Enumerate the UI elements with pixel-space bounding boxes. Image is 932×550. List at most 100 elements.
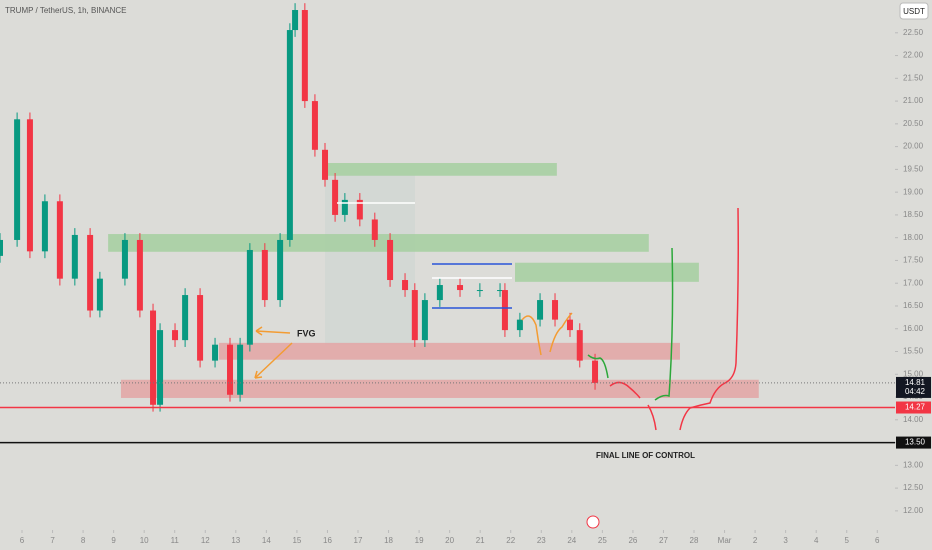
x-tick-label: 3 — [783, 536, 788, 545]
candle-body — [41, 201, 48, 252]
x-tick-label: 23 — [537, 536, 546, 545]
candle-body — [356, 199, 363, 220]
y-tick-label: 21.00 — [903, 96, 924, 105]
level-tag — [896, 436, 931, 449]
candles — [0, 3, 599, 412]
currency-box — [899, 2, 929, 20]
candle-body — [14, 119, 21, 240]
candle-body — [301, 10, 308, 102]
x-tick-label: 15 — [292, 536, 301, 545]
y-tick-label: 18.50 — [903, 210, 924, 219]
candle-body — [387, 239, 394, 281]
candle-body — [516, 319, 523, 331]
zone — [325, 163, 557, 176]
x-tick-label: 24 — [567, 536, 576, 545]
x-tick-label: 4 — [814, 536, 819, 545]
candle-body — [292, 10, 299, 31]
profile-area — [325, 175, 415, 345]
x-tick-label: 12 — [201, 536, 210, 545]
x-tick-label: 13 — [231, 536, 240, 545]
candle-body — [96, 278, 103, 311]
x-tick-label: 7 — [50, 536, 55, 545]
last-price-label: 14.81 — [905, 378, 926, 387]
x-tick-label: 28 — [690, 536, 699, 545]
x-tick-label: 5 — [845, 536, 850, 545]
candle-body — [286, 30, 293, 240]
x-tick-label: 8 — [81, 536, 86, 545]
arrow — [255, 330, 291, 334]
y-tick-label: 21.50 — [903, 73, 924, 82]
x-tick-label: 25 — [598, 536, 607, 545]
event-icon — [586, 515, 600, 529]
candle-body — [87, 234, 94, 311]
y-tick-label: 12.00 — [903, 506, 924, 515]
candle-body — [237, 344, 244, 395]
green-sketch — [587, 354, 609, 379]
y-tick-label: 22.50 — [903, 28, 924, 37]
last-price-tag — [896, 376, 931, 398]
candle-body — [56, 201, 63, 279]
y-tick-label: 20.50 — [903, 119, 924, 128]
candle-body — [411, 290, 418, 341]
candle-body — [277, 239, 284, 301]
y-tick-label: 13.00 — [903, 460, 924, 469]
zone — [120, 379, 759, 398]
x-tick-label: 26 — [628, 536, 637, 545]
candle-body — [197, 295, 204, 361]
candle-body — [212, 344, 219, 361]
x-tick-label: 2 — [753, 536, 758, 545]
level-tag — [896, 401, 931, 414]
countdown: 04:42 — [905, 387, 926, 396]
arrow-head — [254, 370, 263, 379]
y-tick-label: 17.00 — [903, 278, 924, 287]
x-tick-label: 11 — [171, 536, 180, 545]
zone — [219, 342, 680, 360]
x-tick-label: 6 — [875, 536, 880, 545]
candle-body — [537, 300, 544, 320]
x-tick-label: 20 — [445, 536, 454, 545]
candle-body — [246, 249, 253, 345]
candle-body — [402, 280, 409, 291]
candle-body — [261, 249, 268, 301]
x-tick-label: 6 — [20, 536, 25, 545]
green-projection — [654, 247, 674, 401]
zones — [108, 163, 759, 398]
zone — [515, 262, 699, 282]
y-tick-label: 16.00 — [903, 324, 924, 333]
annotation: FVG — [297, 328, 316, 338]
symbol: TRUMP / TetherUS, 1h, BINANCE — [5, 6, 127, 15]
candle-body — [552, 300, 559, 320]
level-label: 13.50 — [905, 438, 926, 447]
y-tick-label: 22.00 — [903, 51, 924, 60]
candle-body — [421, 300, 428, 341]
candle-body — [476, 290, 483, 292]
orange-sketch — [521, 312, 573, 356]
y-tick-label: 18.00 — [903, 233, 924, 242]
candle-body — [436, 285, 443, 301]
candle-body — [322, 149, 329, 180]
y-tick-label: 16.50 — [903, 301, 924, 310]
candle-body — [371, 219, 378, 240]
candle-body — [182, 295, 189, 341]
level-label: 14.27 — [905, 403, 926, 412]
candle-body — [457, 285, 464, 291]
candle-body — [501, 290, 508, 331]
candle-body — [121, 239, 128, 279]
y-tick-label: 15.00 — [903, 369, 924, 378]
candle-body — [136, 239, 143, 311]
y-tick-label: 20.00 — [903, 142, 924, 151]
x-tick-label: 19 — [415, 536, 424, 545]
arrow — [254, 342, 293, 379]
candle-body — [172, 330, 179, 341]
arrow-head — [255, 326, 263, 336]
candle-body — [26, 119, 33, 252]
candle-body — [592, 360, 599, 383]
y-tick-label: 17.50 — [903, 256, 924, 265]
x-tick-label: 22 — [506, 536, 515, 545]
candle-body — [311, 101, 318, 150]
axes: 12.0012.5013.0013.5014.0014.5015.0015.50… — [20, 28, 931, 545]
candle-body — [332, 179, 339, 215]
